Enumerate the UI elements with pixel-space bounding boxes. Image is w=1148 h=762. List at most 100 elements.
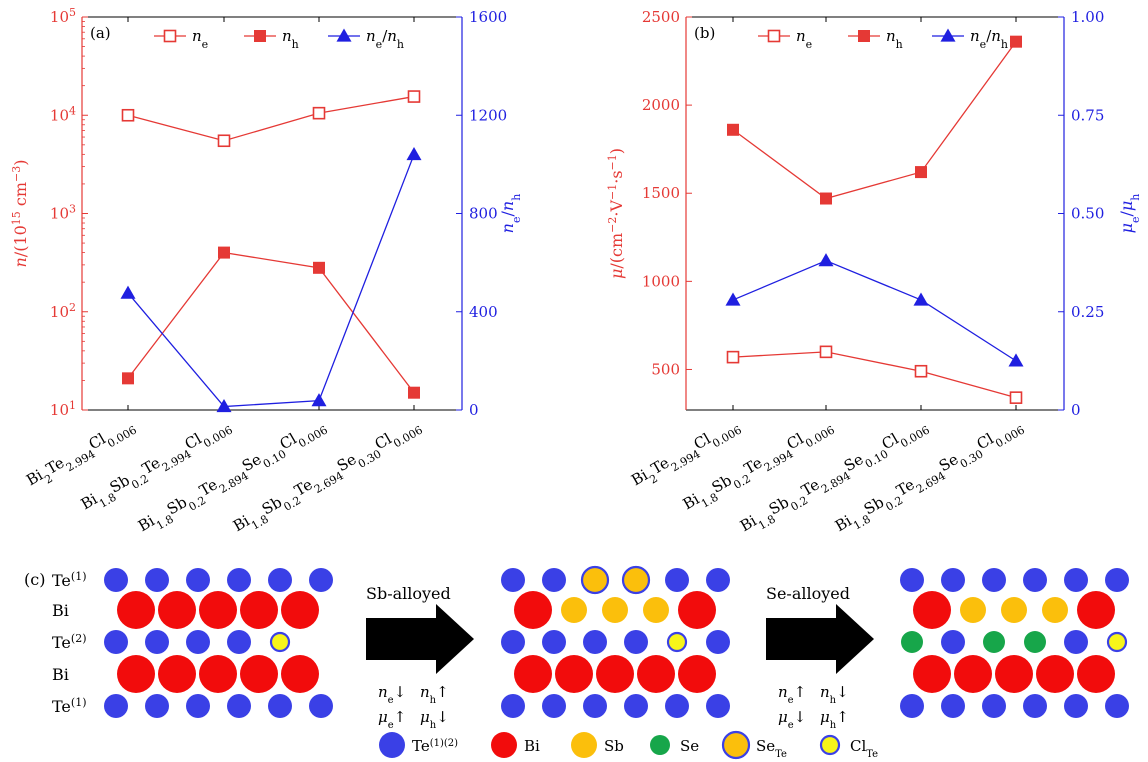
process-arrow-1: Sb-alloyed ne↓ nh↑ μe↑ μh↓ — [366, 584, 474, 731]
atom-te — [900, 694, 924, 718]
left-axis-label: μ/(cm−2·V−1·s−1) — [606, 148, 627, 279]
atom-sb — [643, 597, 669, 623]
left-tick-label: 101 — [50, 399, 76, 420]
right-axis-label: μe/μh — [1117, 194, 1142, 234]
series-line-ne-nh — [732, 259, 1017, 362]
trend-note: ne↓ — [378, 683, 406, 706]
atom-bi — [281, 655, 319, 693]
legend-marker — [940, 28, 956, 42]
data-point-ne-nh — [406, 147, 422, 161]
atom-te — [706, 568, 730, 592]
atom-sb — [1042, 597, 1068, 623]
right-tick-label: 0.25 — [1071, 303, 1104, 321]
data-point-ne-nh — [216, 399, 232, 413]
atom-te — [665, 694, 689, 718]
atom-te — [1064, 694, 1088, 718]
atom-sete — [721, 730, 751, 760]
atom-bi — [1036, 655, 1074, 693]
atom-bi — [158, 655, 196, 693]
panel-label: (c) — [24, 570, 45, 589]
atom-bi — [596, 655, 634, 693]
right-tick-label: 800 — [469, 205, 498, 223]
data-point-ne — [726, 350, 740, 364]
atom-te — [186, 630, 210, 654]
trend-note: μe↑ — [378, 708, 406, 731]
atom-bi — [555, 655, 593, 693]
atom-bi — [117, 655, 155, 693]
atom-sete — [621, 565, 651, 595]
left-tick-label: 2000 — [642, 96, 680, 114]
atom-te — [624, 630, 648, 654]
legend-label: nh — [886, 27, 903, 51]
right-tick-label: 0 — [469, 401, 479, 419]
legend-label: SeTe — [756, 737, 787, 760]
right-tick-label: 1200 — [469, 106, 507, 124]
atom-bi — [199, 591, 237, 629]
legend-marker — [254, 30, 266, 42]
data-point-nh — [313, 261, 325, 274]
series-line-ne — [732, 351, 1017, 399]
left-tick-label: 104 — [50, 104, 76, 125]
atom-te — [583, 694, 607, 718]
atom-bi — [281, 591, 319, 629]
atom-se — [901, 631, 923, 653]
atom-te — [982, 568, 1006, 592]
legend-label: Sb — [604, 737, 624, 755]
data-point-ne — [121, 108, 135, 122]
atom-te — [665, 568, 689, 592]
atom-cl — [819, 734, 841, 756]
atom-te — [227, 568, 251, 592]
legend-label: Bi — [524, 737, 540, 755]
atom-te — [542, 568, 566, 592]
left-tick-label: 103 — [50, 202, 76, 223]
atom-te — [309, 694, 333, 718]
atom-te — [542, 694, 566, 718]
atom-sete — [580, 565, 610, 595]
atom-te — [1064, 568, 1088, 592]
atom-te — [982, 694, 1006, 718]
legend-label: ne — [192, 27, 208, 51]
trend-note: nh↑ — [420, 683, 449, 706]
arrow-label: Sb-alloyed — [366, 584, 451, 603]
data-point-ne — [819, 345, 833, 359]
left-tick-label: 500 — [651, 360, 680, 378]
atom-bi — [678, 655, 716, 693]
atom-sb — [602, 597, 628, 623]
atom-te — [624, 694, 648, 718]
legend-label: nh — [282, 27, 299, 51]
atom-bi — [637, 655, 675, 693]
atom-te — [501, 630, 525, 654]
series-line-nh — [127, 251, 415, 394]
data-point-nh — [915, 166, 927, 179]
atom-te — [268, 694, 292, 718]
atom-cl — [666, 631, 688, 653]
right-tick-label: 0 — [1071, 401, 1081, 419]
atom-sb — [561, 597, 587, 623]
panel-a-chart: Bi2Te2.994Cl0.006Bi1.8Sb0.2Te2.994Cl0.00… — [10, 6, 523, 536]
left-axis-label: n/(1015 cm−3) — [10, 160, 31, 268]
data-point-nh — [408, 386, 420, 399]
left-tick-label: 102 — [50, 300, 76, 321]
atom-bi — [514, 655, 552, 693]
atom-te — [1105, 694, 1129, 718]
process-arrow-2: Se-alloyed ne↑ nh↓ μe↓ μh↑ — [766, 584, 874, 731]
right-tick-label: 0.50 — [1071, 205, 1104, 223]
left-tick-label: 2500 — [642, 8, 680, 26]
trend-note: μh↓ — [420, 708, 449, 731]
panel-b-chart: Bi2Te2.994Cl0.006Bi1.8Sb0.2Te2.994Cl0.00… — [606, 8, 1142, 535]
legend-marker — [163, 29, 177, 43]
panel-label: (a) — [90, 24, 111, 42]
legend-marker — [336, 28, 352, 42]
left-tick-label: 1000 — [642, 272, 680, 290]
atom-te — [227, 630, 251, 654]
atom-bi — [678, 591, 716, 629]
row-label: Te(1) — [52, 696, 87, 717]
data-point-ne — [217, 134, 231, 148]
series-line-nh — [732, 41, 1017, 200]
data-point-ne-nh — [120, 285, 136, 299]
atom-te — [941, 694, 965, 718]
trend-note: ne↑ — [778, 683, 806, 706]
atom-te — [145, 630, 169, 654]
legend-label: Se — [680, 737, 699, 755]
